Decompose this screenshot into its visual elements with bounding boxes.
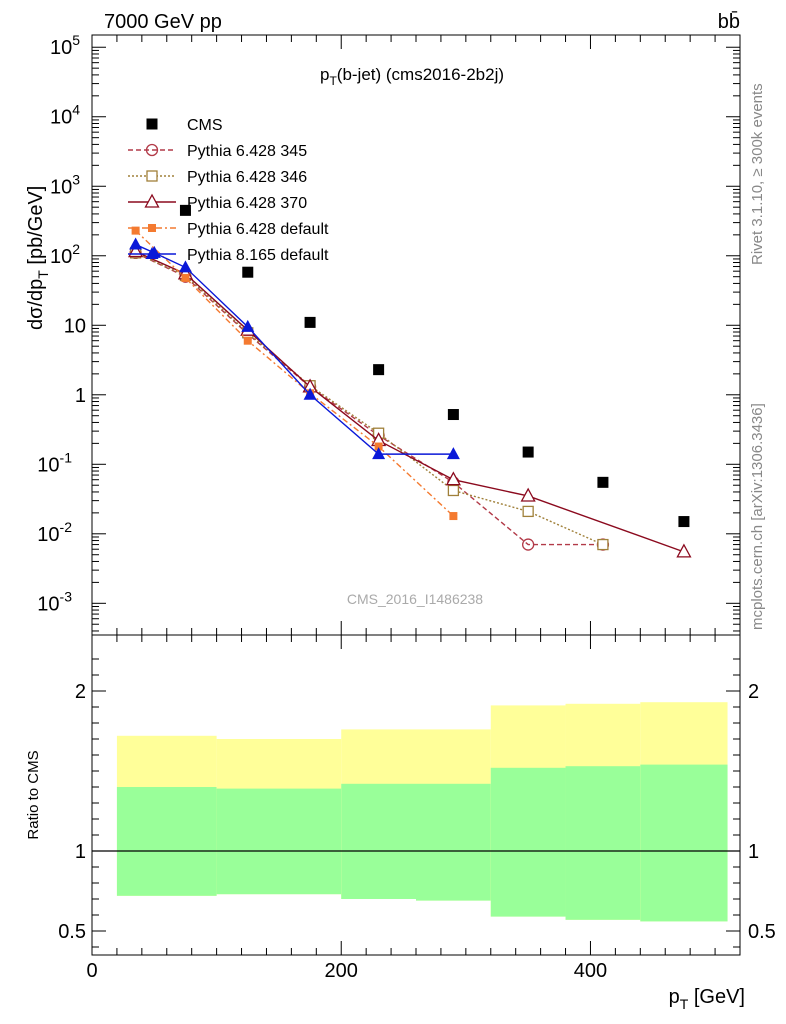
- ratio-y-tick-label: 2: [75, 681, 86, 703]
- process-label: bb̄: [718, 10, 740, 33]
- title-p: p: [320, 65, 329, 84]
- legend-marker: [145, 143, 159, 157]
- series-line-pythia-6-428-346: [135, 252, 604, 546]
- legend-label: Pythia 6.428 345: [187, 143, 307, 160]
- series-line-pythia-6-428-default: [135, 230, 454, 517]
- data-point-pythia-6-428-default: [243, 336, 252, 345]
- data-point-cms: [242, 266, 254, 278]
- ratio-band-green: [341, 783, 416, 899]
- y-tick-label: 103: [50, 171, 80, 198]
- rivet-label: Rivet 3.1.10, ≥ 300k events: [749, 83, 766, 265]
- data-point-pythia-8-165-default: [241, 319, 255, 332]
- legend-marker: [145, 247, 159, 259]
- beam-label: 7000 GeV pp: [104, 11, 222, 33]
- main-ylabel: dσ/dpT [pb/GeV]: [25, 186, 51, 330]
- data-point-pythia-8-165-default: [303, 387, 317, 400]
- data-point-pythia-6-428-default: [449, 512, 458, 521]
- data-point-pythia-6-428-370: [676, 543, 692, 558]
- legend: CMS Pythia 6.428 345 Pythia 6.428 346 Pythi…: [128, 117, 329, 264]
- x-tick-label: 0: [86, 960, 97, 982]
- watermark: CMS_2016_I1486238: [347, 591, 483, 607]
- data-point-pythia-6-428-default: [374, 442, 383, 451]
- legend-label: Pythia 6.428 default: [187, 221, 329, 238]
- data-point-cms: [304, 316, 316, 328]
- y-tick-label: 102: [50, 241, 80, 268]
- series-line-pythia-6-428-370: [135, 250, 685, 553]
- ratio-band-green: [216, 788, 342, 895]
- title-sub: T: [329, 74, 337, 88]
- axes: 10-3 10-2 10-1 1 10 102 103 104 105 0 200 400 0.5 0.5…: [37, 32, 776, 982]
- data-point-cms: [522, 446, 534, 458]
- data-point-cms: [373, 364, 385, 376]
- legend-marker: [144, 193, 160, 208]
- data-point-pythia-8-165-default: [446, 447, 460, 460]
- data-point-cms: [678, 516, 690, 528]
- data-point-cms: [597, 476, 609, 488]
- legend-label: Pythia 6.428 346: [187, 169, 307, 186]
- y-tick-label: 10: [64, 315, 86, 337]
- data-point-pythia-6-428-346: [597, 538, 609, 551]
- data-point-pythia-6-428-345: [522, 538, 535, 551]
- data-point-pythia-6-428-370: [520, 487, 536, 502]
- ratio-y-tick-label-right: 0.5: [748, 921, 776, 943]
- legend-marker: [148, 224, 156, 232]
- ratio-band-green: [565, 766, 641, 920]
- ratio-ylabel: Ratio to CMS: [25, 750, 42, 839]
- legend-label: Pythia 6.428 370: [187, 195, 307, 212]
- y-tick-label: 105: [50, 32, 80, 59]
- y-tick-label: 10-2: [37, 519, 72, 546]
- data-point-pythia-6-428-346: [522, 505, 534, 518]
- mcplots-label: mcplots.cern.ch [arXiv:1306.3436]: [749, 403, 766, 630]
- ratio-y-tick-label: 0.5: [58, 921, 86, 943]
- chart-title: pT(b-jet) (cms2016-2b2j): [320, 65, 504, 88]
- y-tick-label: 10-3: [37, 588, 72, 615]
- legend-label: CMS: [187, 117, 223, 134]
- ratio-y-tick-label: 1: [75, 841, 86, 863]
- data-point-cms: [179, 204, 191, 216]
- x-tick-label: 400: [574, 960, 607, 982]
- ratio-y-tick-label-right: 1: [748, 841, 759, 863]
- ratio-bands: [92, 702, 740, 922]
- x-tick-label: 200: [325, 960, 358, 982]
- legend-marker: [146, 170, 158, 182]
- y-tick-label: 10-1: [37, 449, 72, 476]
- data-point-cms: [447, 409, 459, 421]
- title-rest: (b-jet) (cms2016-2b2j): [337, 65, 504, 84]
- ratio-band-green: [116, 787, 217, 896]
- y-tick-label: 1: [75, 385, 86, 407]
- ratio-band-green: [490, 767, 566, 917]
- ratio-band-green: [416, 783, 491, 901]
- legend-label: Pythia 8.165 default: [187, 247, 329, 264]
- data-point-pythia-8-165-default: [129, 237, 143, 250]
- data-point-pythia-6-428-346: [447, 484, 460, 497]
- ratio-band-green: [640, 764, 728, 922]
- legend-marker: [146, 118, 158, 130]
- data-point-pythia-8-165-default: [178, 260, 192, 273]
- data-point-pythia-6-428-default: [131, 226, 140, 235]
- data-point-pythia-6-428-default: [181, 273, 190, 282]
- ratio-y-tick-label-right: 2: [748, 681, 759, 703]
- data-point-pythia-8-165-default: [372, 447, 386, 460]
- data-point-pythia-6-428-370: [445, 471, 461, 486]
- y-tick-label: 104: [50, 102, 80, 129]
- xlabel: pT [GeV]: [669, 986, 745, 1012]
- series-line-pythia-6-428-345: [135, 252, 603, 546]
